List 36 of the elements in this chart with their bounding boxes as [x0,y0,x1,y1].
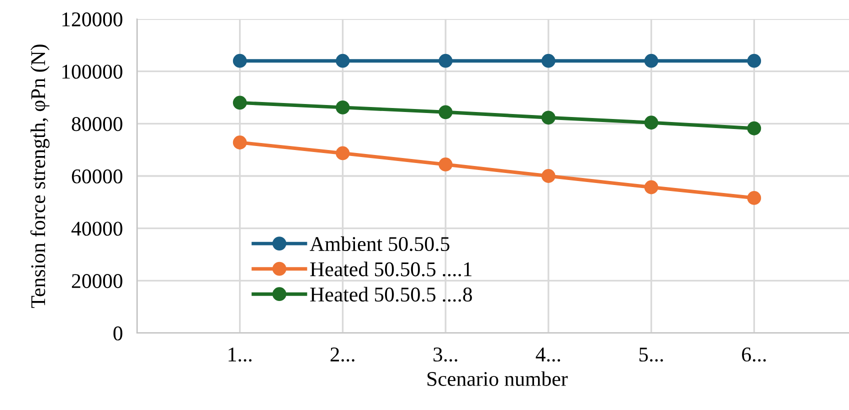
y-tick-label: 80000 [72,117,122,132]
point [747,121,762,136]
point [232,96,247,110]
x-tick-label: 6... [742,348,766,362]
point [644,116,658,130]
legend-label: Ambient 50.50.5 [310,236,450,252]
y-tick-label: 20000 [72,274,122,288]
point [438,158,453,172]
point [232,54,247,68]
y-tick-label: 60000 [72,169,122,184]
legend-label: Heated 50.50.5 ....8 [310,286,472,302]
x-axis-title: Scenario number [428,371,568,386]
y-tick-label: 120000 [62,12,122,26]
point [232,136,247,150]
point [747,191,762,205]
y-tick-label: 0 [113,326,122,340]
point [438,54,453,68]
point [747,54,762,68]
x-tick-label: 2... [330,348,354,362]
point [541,169,556,183]
x-tick-label: 3... [434,348,458,362]
x-tick-label: 5... [639,348,663,362]
x-tick-label: 1... [228,348,252,362]
point [336,100,350,114]
point [336,54,350,68]
x-tick-label: 4... [536,348,560,362]
point [644,54,658,68]
y-axis-title: Tension force strength, φPn (N) [30,44,50,308]
y-tick-label: 40000 [71,222,122,236]
point [438,105,453,120]
y-tick-label: 100000 [62,64,122,79]
legend-label: Heated 50.50.5 ....1 [310,262,472,276]
point [541,54,556,68]
point [541,110,556,125]
point [644,180,658,194]
point [336,146,350,160]
